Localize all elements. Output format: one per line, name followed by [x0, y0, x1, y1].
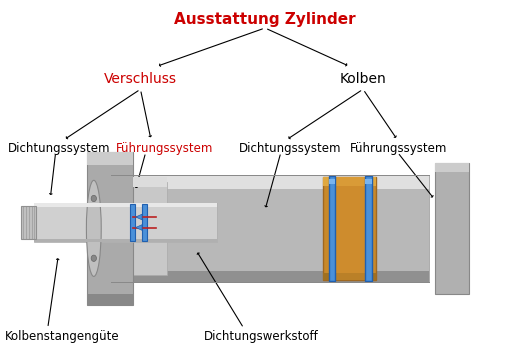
Bar [331, 177, 368, 280]
Bar [87, 152, 132, 164]
Ellipse shape [91, 195, 96, 202]
Bar [34, 239, 217, 241]
Bar [435, 163, 469, 294]
Bar [329, 178, 335, 184]
Bar [329, 176, 335, 281]
Bar [323, 273, 376, 280]
Bar [111, 271, 429, 282]
Text: Führungssystem: Führungssystem [350, 142, 447, 155]
Text: Verschluss: Verschluss [104, 72, 177, 86]
Polygon shape [136, 225, 142, 230]
Text: Kolbenstangengüte: Kolbenstangengüte [5, 330, 120, 343]
Ellipse shape [86, 180, 101, 276]
Bar [87, 294, 132, 304]
Bar [365, 176, 372, 281]
Bar [435, 163, 469, 172]
Text: Kolben: Kolben [340, 72, 386, 86]
Bar [132, 177, 167, 187]
Text: Dichtungssystem: Dichtungssystem [8, 142, 110, 155]
Bar [111, 175, 429, 189]
Text: Ausstattung Zylinder: Ausstattung Zylinder [174, 12, 356, 27]
Bar [130, 204, 135, 241]
Bar [34, 203, 217, 207]
Bar [21, 206, 36, 239]
Bar [132, 182, 167, 275]
Bar [111, 175, 429, 282]
Bar [34, 203, 217, 242]
Bar [365, 178, 372, 184]
Polygon shape [136, 214, 142, 220]
Ellipse shape [91, 255, 96, 261]
Bar [323, 177, 376, 280]
Text: Dichtungswerkstoff: Dichtungswerkstoff [204, 330, 319, 343]
Text: Dichtungssystem: Dichtungssystem [238, 142, 341, 155]
Bar [323, 177, 376, 186]
Bar [142, 204, 147, 241]
Bar [87, 152, 132, 304]
Text: Führungssystem: Führungssystem [116, 142, 213, 155]
